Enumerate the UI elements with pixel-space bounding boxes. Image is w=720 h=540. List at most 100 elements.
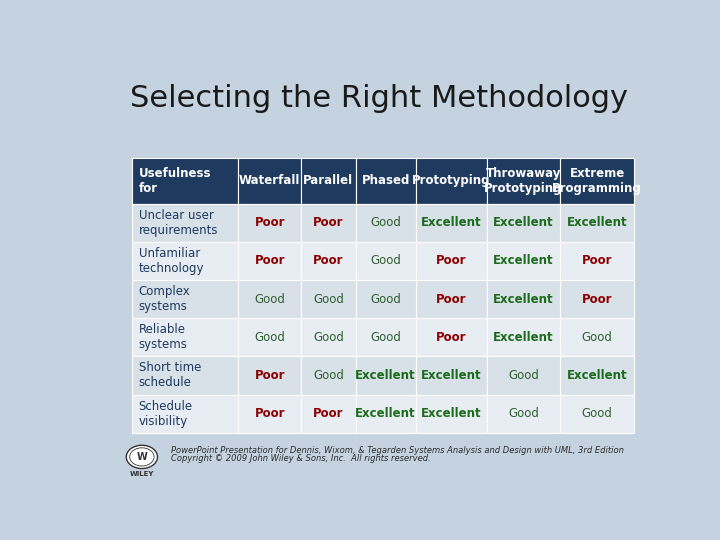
Text: Good: Good [508,407,539,420]
Bar [487,280,560,318]
Bar [132,280,238,318]
Bar [415,356,487,395]
Text: Good: Good [370,331,401,344]
Bar [132,395,238,433]
Bar [560,280,634,318]
Text: Poor: Poor [313,407,343,420]
Bar [301,204,356,242]
Text: Unclear user
requirements: Unclear user requirements [138,209,218,237]
Bar [415,395,487,433]
Bar [560,318,634,356]
Text: Excellent: Excellent [356,369,416,382]
Bar [487,356,560,395]
Text: Excellent: Excellent [421,407,482,420]
Text: Good: Good [370,254,401,267]
Bar [356,356,415,395]
Text: Waterfall: Waterfall [239,174,300,187]
Bar [356,395,415,433]
Bar [487,204,560,242]
Bar [487,242,560,280]
Text: Poor: Poor [436,331,467,344]
Text: Good: Good [508,369,539,382]
Text: Short time
schedule: Short time schedule [138,361,201,389]
Text: Excellent: Excellent [421,369,482,382]
Text: Good: Good [313,331,344,344]
Text: Excellent: Excellent [493,331,554,344]
Bar [415,280,487,318]
Bar [560,242,634,280]
Bar [560,158,634,204]
Text: Excellent: Excellent [493,254,554,267]
Text: Poor: Poor [436,293,467,306]
Bar [132,318,238,356]
Text: Poor: Poor [313,254,343,267]
Text: Good: Good [313,293,344,306]
Bar [356,158,415,204]
Bar [238,318,301,356]
Bar [301,395,356,433]
Text: Good: Good [582,407,613,420]
Bar [356,204,415,242]
Bar [415,318,487,356]
Text: Excellent: Excellent [421,216,482,229]
Text: Good: Good [370,293,401,306]
Text: Good: Good [582,331,613,344]
Bar [301,318,356,356]
Text: Good: Good [254,293,285,306]
Circle shape [126,446,158,469]
Text: Complex
systems: Complex systems [138,285,190,313]
Text: Usefulness
for: Usefulness for [138,167,211,195]
Text: Excellent: Excellent [493,293,554,306]
Bar [560,356,634,395]
Text: Poor: Poor [254,407,285,420]
Bar [301,158,356,204]
Bar [415,158,487,204]
Bar [356,318,415,356]
Text: Extreme
Programming: Extreme Programming [552,167,642,195]
Bar [132,204,238,242]
Bar [238,242,301,280]
Text: Poor: Poor [254,369,285,382]
Bar [301,280,356,318]
Bar [415,204,487,242]
Text: Poor: Poor [254,254,285,267]
Text: PowerPoint Presentation for Dennis, Wixom, & Tegarden Systems Analysis and Desig: PowerPoint Presentation for Dennis, Wixo… [171,446,624,455]
Bar [487,158,560,204]
Bar [238,204,301,242]
Text: Poor: Poor [436,254,467,267]
Text: Excellent: Excellent [356,407,416,420]
Text: Poor: Poor [582,293,613,306]
Bar [301,242,356,280]
Text: WILEY: WILEY [130,470,154,476]
Bar [356,242,415,280]
Text: Good: Good [313,369,344,382]
Text: Excellent: Excellent [567,216,628,229]
Bar [238,395,301,433]
Bar [560,395,634,433]
Text: Excellent: Excellent [493,216,554,229]
Text: Reliable
systems: Reliable systems [138,323,187,352]
Bar [487,318,560,356]
Bar [132,158,238,204]
Bar [132,356,238,395]
Bar [487,395,560,433]
Text: Selecting the Right Methodology: Selecting the Right Methodology [130,84,628,112]
Text: Poor: Poor [313,216,343,229]
Bar [415,242,487,280]
Bar [238,356,301,395]
Bar [238,158,301,204]
Text: Prototyping: Prototyping [412,174,490,187]
Text: Excellent: Excellent [567,369,628,382]
Text: Unfamiliar
technology: Unfamiliar technology [138,247,204,275]
Text: Schedule
visibility: Schedule visibility [138,400,193,428]
Text: Poor: Poor [254,216,285,229]
Text: W: W [137,452,148,462]
Text: Good: Good [370,216,401,229]
Text: Copyright © 2009 John Wiley & Sons, Inc.  All rights reserved.: Copyright © 2009 John Wiley & Sons, Inc.… [171,454,431,463]
Text: Parallel: Parallel [303,174,354,187]
Bar [301,356,356,395]
Bar [238,280,301,318]
Text: Poor: Poor [582,254,613,267]
Text: Good: Good [254,331,285,344]
Bar [356,280,415,318]
